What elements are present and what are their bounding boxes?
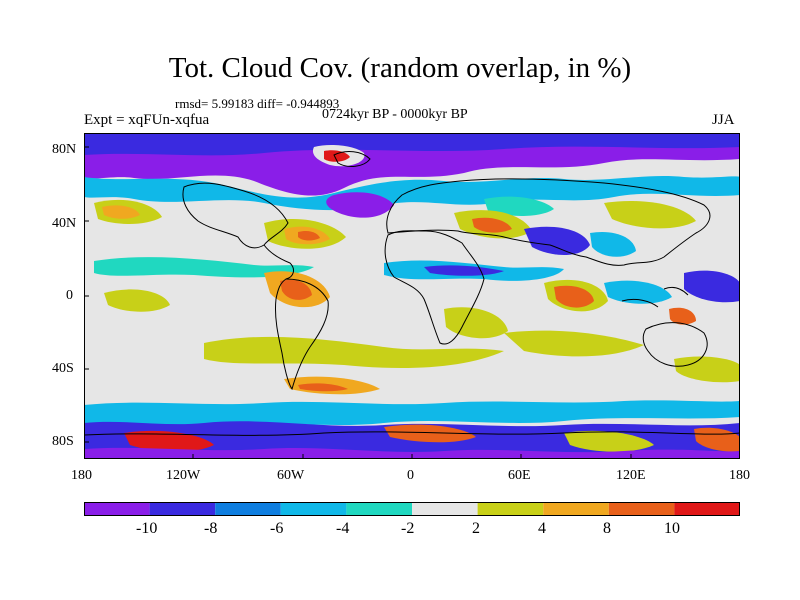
anomaly-region <box>102 205 140 219</box>
colorbar-label: 10 <box>664 520 680 537</box>
south-america-coast <box>275 278 329 391</box>
colorbar-label: -8 <box>204 520 218 537</box>
lon-tick-label: 60E <box>508 468 531 483</box>
anomaly-region <box>298 383 348 392</box>
season-label: JJA <box>712 112 735 128</box>
australia-coast <box>642 322 708 367</box>
colorbar-swatch <box>477 502 544 516</box>
lat-tick-label: 40S <box>52 361 74 376</box>
experiment-label: Expt = xqFUn-xqfua <box>84 112 210 128</box>
cloud-anomaly-map <box>84 133 740 459</box>
period-label: 0724kyr BP - 0000kyr BP <box>322 107 468 122</box>
colorbar-label: -10 <box>136 520 158 537</box>
anomaly-region <box>554 285 594 308</box>
colorbar-label: 2 <box>472 520 480 537</box>
anomaly-region <box>84 176 740 211</box>
eurasia-coast <box>386 178 711 266</box>
lat-tick-label: 80S <box>52 434 74 449</box>
africa-coast <box>384 230 485 345</box>
colorbar-frame <box>84 502 740 516</box>
lon-tick-label: 180 <box>71 468 92 483</box>
colorbar-swatch <box>215 502 281 516</box>
anomaly-region <box>204 336 504 369</box>
anomaly-region <box>604 280 672 304</box>
colorbar-swatch <box>346 502 412 516</box>
anomaly-region <box>84 400 740 427</box>
antarctica-coast <box>84 431 740 436</box>
anomaly-region <box>524 226 590 255</box>
map-title: Tot. Cloud Cov. (random overlap, in %) <box>168 52 632 84</box>
anomaly-region <box>326 192 394 218</box>
colorbar-label: -2 <box>401 520 415 537</box>
colorbar-swatch <box>280 502 347 516</box>
statistics-label: rmsd= 5.99183 diff= -0.944893 <box>175 96 340 111</box>
anomaly-region <box>324 150 350 162</box>
anomaly-region <box>604 201 696 229</box>
colorbar-swatch <box>84 502 150 516</box>
lat-tick-label: 80N <box>52 142 77 157</box>
lon-tick-label: 60W <box>277 468 305 483</box>
anomaly-region <box>564 430 654 452</box>
colorbar <box>84 502 740 516</box>
anomaly-region <box>669 307 696 325</box>
anomaly-region <box>384 424 476 443</box>
anomaly-region <box>298 230 320 241</box>
anomaly-region <box>280 279 312 300</box>
colorbar-label: 4 <box>538 520 546 537</box>
anomaly-region <box>484 196 554 216</box>
colorbar-swatch <box>149 502 216 516</box>
anomaly-region <box>472 217 512 233</box>
anomaly-region <box>124 430 214 452</box>
coastlines <box>84 151 740 436</box>
lon-tick-label: 120W <box>166 468 201 483</box>
lat-tick-label: 0 <box>66 288 73 303</box>
anomaly-region <box>104 289 170 312</box>
anomaly-region <box>84 133 740 156</box>
colorbar-swatch <box>674 502 740 516</box>
lat-tick-label: 40N <box>52 216 77 231</box>
central-america-coast <box>263 244 294 280</box>
colorbar-swatch <box>412 502 478 516</box>
maritime-continent-coast <box>621 286 689 308</box>
greenland-coast <box>333 151 371 167</box>
anomaly-region <box>674 356 740 383</box>
anomaly-region <box>684 270 740 303</box>
tick-marks <box>84 146 632 459</box>
colorbar-label: -6 <box>270 520 284 537</box>
colorbar-label: 8 <box>603 520 611 537</box>
anomaly-fields <box>84 133 740 459</box>
lon-tick-label: 0 <box>407 468 414 483</box>
colorbar-swatch <box>543 502 609 516</box>
lon-tick-label: 120E <box>616 468 646 483</box>
anomaly-region <box>424 265 504 276</box>
colorbar-label: -4 <box>336 520 350 537</box>
colorbar-swatch <box>608 502 675 516</box>
anomaly-region <box>504 330 644 357</box>
anomaly-region <box>84 447 740 459</box>
anomaly-region <box>94 257 314 278</box>
lon-tick-label: 180 <box>729 468 750 483</box>
anomaly-region <box>590 231 636 257</box>
